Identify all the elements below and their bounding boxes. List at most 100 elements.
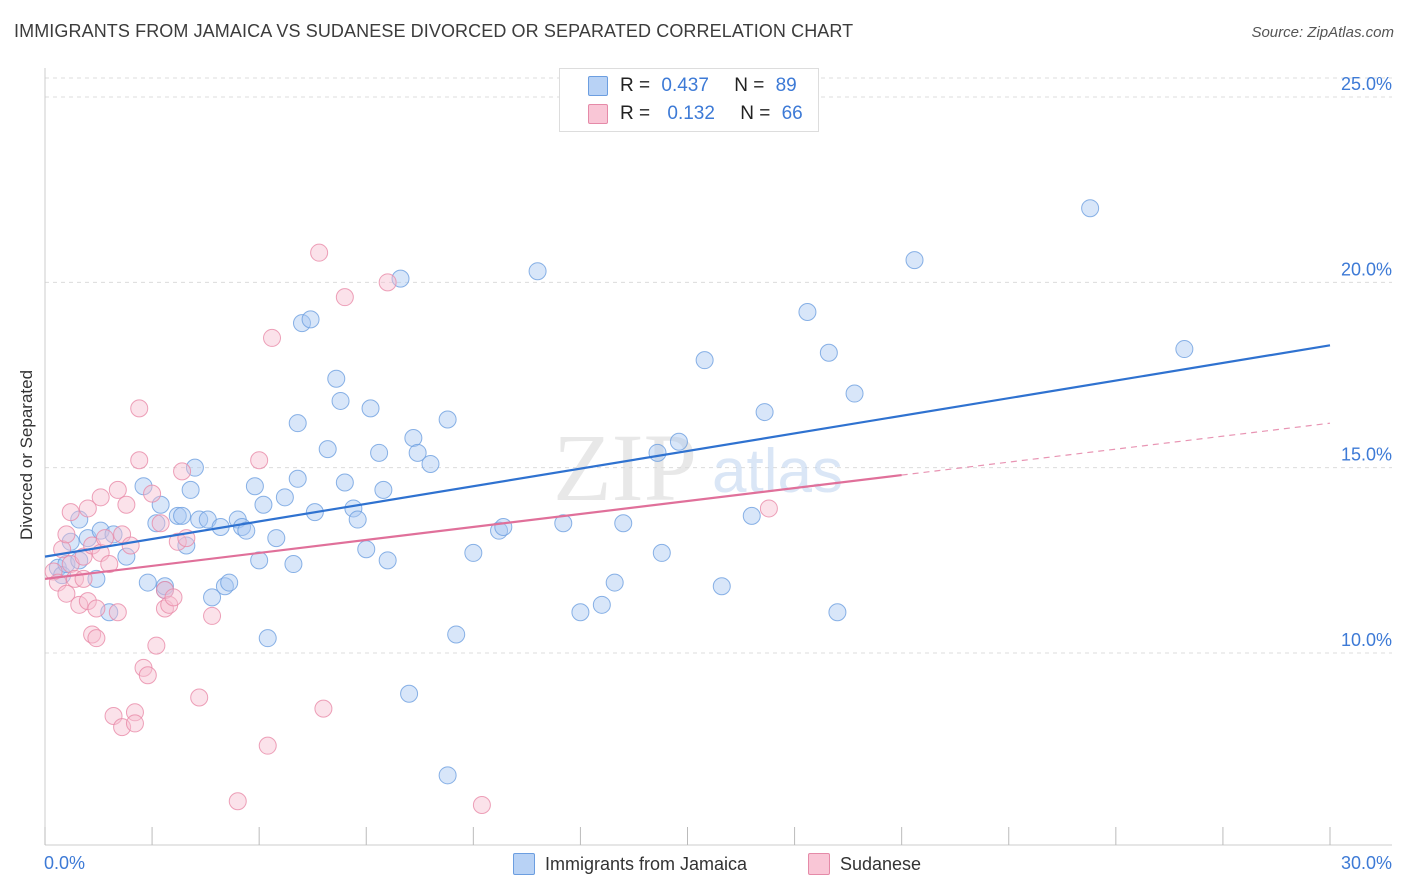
- tick-labels: 10.0% 15.0% 20.0% 25.0% 0.0% 30.0%: [44, 74, 1392, 873]
- stats-box: R = 0.437 N = 89 R = 0.132 N = 66: [559, 68, 819, 132]
- point-sudanese: [143, 484, 162, 503]
- watermark: ZIP atlas: [553, 414, 843, 521]
- point-sudanese: [310, 243, 329, 262]
- source-label: Source: ZipAtlas.com: [1251, 24, 1394, 41]
- point-jamaica: [494, 517, 513, 536]
- stats-swatch-sudanese: [588, 104, 608, 124]
- point-jamaica: [438, 410, 457, 429]
- point-jamaica: [447, 625, 466, 644]
- r-label: R =: [620, 75, 651, 96]
- n-label: N =: [740, 103, 771, 124]
- trend-line-sudanese: [44, 473, 902, 580]
- point-jamaica: [331, 391, 350, 410]
- point-jamaica: [400, 684, 419, 703]
- point-jamaica: [117, 547, 136, 566]
- point-sudanese: [258, 736, 277, 755]
- point-jamaica: [669, 432, 688, 451]
- point-jamaica: [335, 473, 354, 492]
- point-jamaica: [147, 514, 166, 533]
- point-jamaica: [605, 573, 624, 592]
- point-jamaica: [742, 506, 761, 525]
- point-jamaica: [254, 495, 273, 514]
- point-jamaica: [438, 766, 457, 785]
- point-jamaica: [592, 595, 611, 614]
- point-jamaica: [245, 477, 264, 496]
- point-jamaica: [168, 506, 187, 525]
- point-jamaica: [554, 514, 573, 533]
- point-jamaica: [374, 480, 393, 499]
- point-jamaica: [652, 543, 671, 562]
- y-tick-label: 20.0%: [1341, 259, 1392, 279]
- n-value-sudanese: 66: [781, 103, 803, 124]
- point-sudanese: [263, 328, 282, 347]
- point-sudanese: [125, 714, 144, 733]
- series-jamaica: [48, 199, 1194, 785]
- point-jamaica: [712, 577, 731, 596]
- point-sudanese: [78, 499, 97, 518]
- point-sudanese: [70, 595, 89, 614]
- point-sudanese: [173, 462, 192, 481]
- point-jamaica: [220, 573, 239, 592]
- point-sudanese: [44, 562, 63, 581]
- point-jamaica: [301, 310, 320, 329]
- point-sudanese: [228, 792, 247, 811]
- point-sudanese: [108, 480, 127, 499]
- point-sudanese: [87, 629, 106, 648]
- point-sudanese: [95, 529, 114, 548]
- n-label: N =: [734, 75, 765, 96]
- point-sudanese: [250, 451, 269, 470]
- legend-swatch-jamaica: [513, 853, 535, 875]
- point-jamaica: [181, 480, 200, 499]
- trend-lines: [44, 344, 1331, 580]
- point-sudanese: [314, 699, 333, 718]
- r-value-sudanese: 0.132: [667, 103, 715, 124]
- point-jamaica: [828, 603, 847, 622]
- y-tick-label: 25.0%: [1341, 74, 1392, 94]
- n-value-jamaica: 89: [775, 75, 797, 96]
- point-jamaica: [1175, 340, 1194, 359]
- axes: [44, 68, 1392, 846]
- point-sudanese: [91, 488, 110, 507]
- point-jamaica: [695, 351, 714, 370]
- point-jamaica: [819, 343, 838, 362]
- point-jamaica: [614, 514, 633, 533]
- point-sudanese: [108, 603, 127, 622]
- trend-line-sudanese-extension: [901, 422, 1331, 476]
- point-sudanese: [164, 588, 183, 607]
- point-jamaica: [293, 314, 311, 333]
- point-jamaica: [275, 488, 294, 507]
- r-value-jamaica: 0.437: [661, 75, 709, 96]
- point-sudanese: [147, 636, 166, 655]
- point-jamaica: [177, 536, 196, 555]
- point-sudanese: [57, 525, 76, 544]
- grid-lines: [45, 77, 1392, 654]
- point-jamaica: [258, 629, 277, 648]
- watermark-zip: ZIP: [553, 414, 697, 521]
- point-jamaica: [327, 369, 346, 388]
- chart-title: IMMIGRANTS FROM JAMAICA VS SUDANESE DIVO…: [14, 21, 854, 41]
- y-tick-label: 15.0%: [1341, 445, 1392, 465]
- point-sudanese: [151, 514, 170, 533]
- point-jamaica: [288, 414, 307, 433]
- r-label: R =: [620, 103, 651, 124]
- legend-item-sudanese[interactable]: Sudanese: [808, 851, 921, 877]
- point-jamaica: [138, 573, 157, 592]
- legend-item-jamaica[interactable]: Immigrants from Jamaica: [513, 851, 747, 877]
- point-jamaica: [905, 251, 924, 270]
- point-sudanese: [138, 666, 157, 685]
- legend-label-sudanese: Sudanese: [840, 853, 922, 874]
- point-sudanese: [168, 532, 187, 551]
- point-jamaica: [348, 510, 367, 529]
- point-jamaica: [648, 443, 667, 462]
- point-jamaica: [408, 443, 427, 462]
- point-jamaica: [361, 399, 380, 418]
- point-jamaica: [87, 569, 106, 588]
- x-tick-label: 30.0%: [1341, 853, 1392, 873]
- y-tick-label: 10.0%: [1341, 630, 1392, 650]
- stats-swatch-jamaica: [588, 76, 608, 96]
- point-jamaica: [845, 384, 864, 403]
- legend-swatch-sudanese: [808, 853, 830, 875]
- point-jamaica: [571, 603, 590, 622]
- point-jamaica: [173, 506, 192, 525]
